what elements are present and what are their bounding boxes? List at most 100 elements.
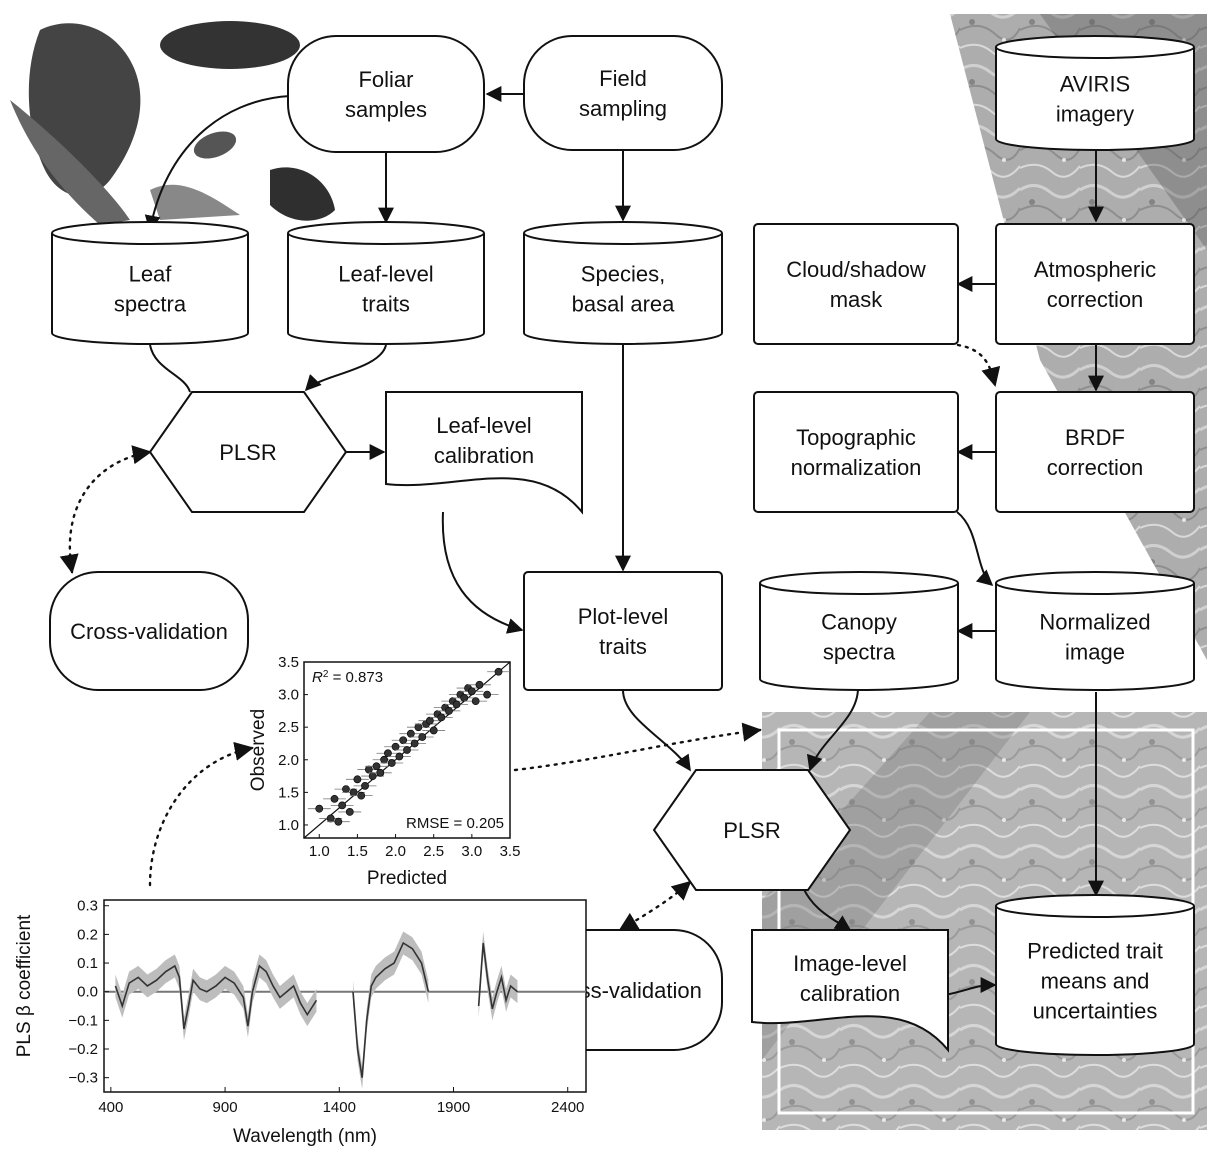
node-label: Atmospheric: [1034, 257, 1156, 282]
data-point: [376, 768, 385, 777]
data-point: [368, 772, 377, 780]
y-tick-label: −0.2: [68, 1041, 98, 1058]
data-point: [353, 775, 362, 784]
data-point: [387, 759, 396, 767]
nodes-layer: Foliar samples Field sampling AVIRIS imagery L…: [49, 35, 1195, 1056]
uncertainty-band: [115, 954, 317, 1041]
x-tick-label: 2.0: [385, 843, 406, 860]
connectors: [144, 86, 1104, 996]
data-point: [315, 804, 324, 813]
node-label: PLSR: [219, 440, 276, 465]
y-tick-label: 1.0: [278, 817, 299, 834]
node-cv1: Cross-validation: [49, 571, 249, 691]
data-point: [460, 693, 469, 702]
data-point: [471, 697, 480, 706]
node-field-sampling: Field sampling: [523, 35, 723, 151]
coefficient-line: [114, 964, 318, 1030]
data-point: [345, 808, 354, 816]
r2-annotation: R2 = 0.873: [312, 669, 383, 687]
node-label: Field: [599, 66, 647, 91]
y-tick-label: 0.3: [77, 898, 98, 915]
y-tick-label: −0.3: [68, 1070, 98, 1087]
scatter-x-label: Predicted: [367, 868, 447, 889]
data-point: [361, 781, 369, 790]
node-label: PLSR: [723, 818, 780, 843]
coef-y-label: PLS β coefficient: [14, 914, 35, 1057]
node-atmos: Atmospheric correction: [995, 223, 1195, 345]
data-point: [418, 733, 427, 741]
node-label: Foliar: [358, 67, 413, 92]
node-predicted: Predicted trait means and uncertainties: [995, 894, 1195, 1056]
y-tick-label: 1.5: [278, 784, 299, 801]
data-point: [326, 814, 335, 823]
y-tick-label: 0.1: [77, 955, 98, 972]
r2-value: = 0.873: [328, 669, 383, 686]
coefficient-inset: 400 900 1400 1900 2400 0.3 0.2 0.1 0.0 −0.1 −0.2 −0…: [14, 898, 587, 1147]
node-cloud-mask: Cloud/shadow mask: [753, 223, 959, 345]
node-label: Species,: [581, 262, 665, 287]
data-point: [475, 680, 484, 689]
data-point: [467, 687, 476, 696]
y-tick-label: 0.0: [77, 984, 98, 1001]
node-label: correction: [1047, 455, 1144, 480]
node-label: Topographic: [796, 425, 916, 450]
dotted-connectors: [59, 343, 1001, 932]
node-label: imagery: [1056, 102, 1134, 127]
node-label: basal area: [572, 292, 676, 317]
node-label: Plot-level: [578, 604, 668, 629]
node-foliar-samples: Foliar samples: [287, 35, 485, 153]
data-point: [380, 755, 389, 764]
node-label: spectra: [114, 292, 187, 317]
node-label: correction: [1047, 287, 1144, 312]
data-point: [414, 723, 423, 732]
node-label: Leaf-level: [338, 262, 433, 287]
leaf-images: [10, 21, 335, 225]
data-point: [403, 746, 411, 754]
node-label: Predicted trait: [1027, 939, 1163, 964]
y-tick-label: −0.1: [68, 1012, 98, 1029]
x-tick-label: 1.5: [347, 843, 368, 860]
data-point: [437, 713, 446, 722]
coefficient-line: [477, 942, 518, 1010]
node-label: Canopy: [821, 610, 897, 635]
node-label: Normalized: [1039, 610, 1150, 635]
y-tick-label: 3.0: [278, 687, 299, 704]
data-point: [399, 736, 408, 745]
node-norm-image: Normalized image: [995, 571, 1195, 691]
data-point: [410, 739, 419, 748]
data-point: [384, 749, 392, 758]
node-label: sampling: [579, 96, 667, 121]
x-tick-label: 3.0: [461, 843, 482, 860]
node-label: samples: [345, 97, 427, 122]
x-tick-label: 3.5: [500, 843, 521, 860]
data-point: [338, 801, 347, 810]
node-plot-traits: Plot-level traits: [523, 571, 723, 691]
node-label: AVIRIS: [1060, 72, 1131, 97]
data-point: [364, 765, 373, 774]
node-leaf-spectra: Leaf spectra: [51, 221, 249, 345]
data-point: [395, 752, 404, 761]
y-tick-label: 0.2: [77, 926, 98, 943]
x-tick-label: 2.5: [423, 843, 444, 860]
scatter-y-label: Observed: [248, 709, 269, 791]
data-point: [445, 706, 453, 715]
node-canopy: Canopy spectra: [759, 571, 959, 691]
data-point: [330, 794, 339, 803]
node-label: means and: [1041, 969, 1150, 994]
node-label: BRDF: [1065, 425, 1125, 450]
node-leaf-calib: Leaf-level calibration: [385, 391, 583, 515]
node-label: Cross-validation: [70, 619, 228, 644]
data-point: [425, 716, 434, 725]
data-point: [342, 785, 350, 794]
node-label: Cloud/shadow: [786, 257, 926, 282]
node-leaf-traits: Leaf-level traits: [287, 221, 485, 345]
x-tick-label: 400: [98, 1099, 123, 1116]
uncertainty-band: [478, 931, 518, 1021]
node-label: image: [1065, 640, 1125, 665]
y-tick-label: 2.5: [278, 719, 299, 736]
node-label: traits: [599, 634, 647, 659]
node-label: Leaf-level: [436, 413, 531, 438]
node-aviris: AVIRIS imagery: [995, 35, 1195, 151]
